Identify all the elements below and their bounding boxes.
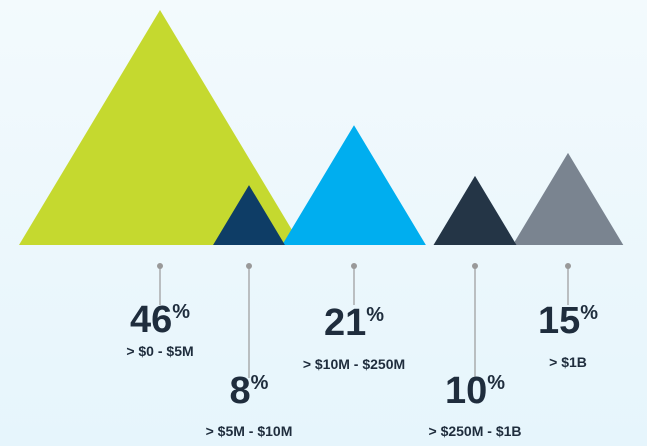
leader-dot xyxy=(565,263,571,269)
triangle xyxy=(19,10,301,245)
value-label: 46% xyxy=(130,299,190,341)
category-label: > $250M - $1B xyxy=(429,423,522,439)
value-suffix: % xyxy=(580,302,598,324)
value-label: 10% xyxy=(445,370,505,412)
value-number: 21 xyxy=(324,302,366,344)
leader-dot xyxy=(472,263,478,269)
triangle xyxy=(433,175,517,245)
value-label: 8% xyxy=(230,370,269,412)
category-label: > $10M - $250M xyxy=(303,356,405,372)
triangle xyxy=(282,125,426,245)
value-number: 46 xyxy=(130,299,172,341)
category-label: > $5M - $10M xyxy=(206,423,293,439)
leader-dot xyxy=(246,263,252,269)
value-suffix: % xyxy=(172,301,190,323)
value-label: 15% xyxy=(538,300,598,342)
value-number: 10 xyxy=(445,370,487,412)
value-suffix: % xyxy=(251,372,269,394)
category-label: > $1B xyxy=(549,354,587,370)
value-number: 15 xyxy=(538,300,580,342)
value-suffix: % xyxy=(487,372,505,394)
leader-dot xyxy=(157,263,163,269)
category-label: > $0 - $5M xyxy=(126,343,193,359)
value-suffix: % xyxy=(366,304,384,326)
triangle xyxy=(213,185,285,245)
triangle xyxy=(512,152,624,245)
value-number: 8 xyxy=(230,370,251,412)
value-label: 21% xyxy=(324,302,384,344)
leader-dot xyxy=(351,263,357,269)
